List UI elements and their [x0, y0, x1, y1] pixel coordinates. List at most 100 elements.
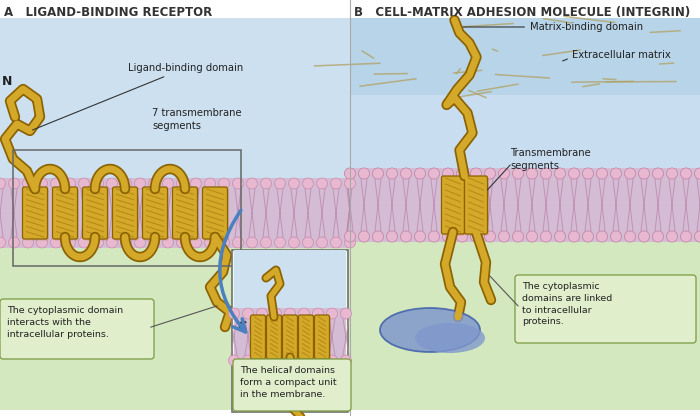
Circle shape: [326, 308, 337, 319]
Circle shape: [50, 237, 62, 248]
Circle shape: [326, 355, 337, 366]
Circle shape: [330, 178, 342, 189]
Circle shape: [176, 178, 188, 189]
Circle shape: [624, 168, 636, 179]
Circle shape: [582, 231, 594, 242]
Circle shape: [148, 237, 160, 248]
Circle shape: [414, 168, 426, 179]
Circle shape: [78, 178, 90, 189]
Text: B   CELL-MATRIX ADHESION MOLECULE (INTEGRIN): B CELL-MATRIX ADHESION MOLECULE (INTEGRI…: [354, 6, 690, 19]
Circle shape: [246, 178, 258, 189]
Ellipse shape: [415, 323, 485, 353]
Circle shape: [134, 237, 146, 248]
FancyBboxPatch shape: [113, 187, 137, 239]
Circle shape: [498, 231, 510, 242]
Circle shape: [512, 168, 524, 179]
FancyBboxPatch shape: [114, 188, 139, 240]
Text: Ligand-binding domain: Ligand-binding domain: [33, 63, 244, 130]
Circle shape: [344, 237, 356, 248]
Circle shape: [694, 168, 700, 179]
Circle shape: [428, 231, 440, 242]
FancyBboxPatch shape: [316, 317, 331, 361]
Circle shape: [498, 231, 510, 242]
Bar: [0, 178, 350, 248]
FancyBboxPatch shape: [84, 188, 109, 240]
FancyBboxPatch shape: [251, 315, 265, 359]
FancyBboxPatch shape: [252, 317, 267, 361]
Circle shape: [652, 168, 664, 179]
Circle shape: [312, 355, 323, 366]
Circle shape: [512, 168, 524, 179]
Bar: [0, 18, 350, 178]
Circle shape: [540, 168, 552, 179]
Circle shape: [270, 308, 281, 319]
Circle shape: [610, 231, 622, 242]
FancyBboxPatch shape: [204, 188, 229, 240]
Circle shape: [0, 237, 6, 248]
Text: N: N: [2, 75, 12, 88]
Circle shape: [312, 308, 323, 319]
Circle shape: [242, 308, 253, 319]
Circle shape: [680, 168, 692, 179]
FancyBboxPatch shape: [267, 315, 281, 359]
FancyBboxPatch shape: [52, 187, 78, 239]
Circle shape: [568, 168, 580, 179]
Text: The helical domains
form a compact unit
in the membrane.: The helical domains form a compact unit …: [240, 366, 337, 399]
Bar: [350, 242, 700, 410]
Circle shape: [512, 231, 524, 242]
FancyBboxPatch shape: [466, 178, 489, 235]
Circle shape: [372, 231, 384, 242]
Circle shape: [298, 355, 309, 366]
Circle shape: [484, 231, 496, 242]
FancyBboxPatch shape: [24, 188, 49, 240]
Circle shape: [162, 237, 174, 248]
Circle shape: [256, 355, 267, 366]
Circle shape: [204, 237, 216, 248]
Circle shape: [242, 355, 253, 366]
Circle shape: [358, 231, 370, 242]
Circle shape: [120, 237, 132, 248]
Circle shape: [568, 168, 580, 179]
Circle shape: [190, 178, 202, 189]
Circle shape: [680, 231, 692, 242]
Circle shape: [498, 168, 510, 179]
Circle shape: [428, 168, 440, 179]
Circle shape: [148, 178, 160, 189]
Bar: [0, 248, 350, 410]
FancyBboxPatch shape: [143, 187, 167, 239]
Circle shape: [92, 237, 104, 248]
Bar: [13, 150, 241, 266]
Circle shape: [582, 168, 594, 179]
Circle shape: [358, 168, 370, 179]
Circle shape: [246, 237, 258, 248]
Circle shape: [484, 168, 496, 179]
Circle shape: [232, 237, 244, 248]
Circle shape: [284, 355, 295, 366]
Circle shape: [330, 237, 342, 248]
Circle shape: [526, 168, 538, 179]
Circle shape: [106, 178, 118, 189]
Text: Extracellular matrix: Extracellular matrix: [572, 50, 671, 60]
Circle shape: [358, 231, 370, 242]
Text: The cytoplasmic
domains are linked
to intracellular
proteins.: The cytoplasmic domains are linked to in…: [522, 282, 612, 327]
FancyBboxPatch shape: [284, 317, 299, 361]
Circle shape: [554, 231, 566, 242]
FancyBboxPatch shape: [283, 315, 298, 359]
Circle shape: [610, 231, 622, 242]
Circle shape: [64, 237, 76, 248]
Circle shape: [64, 178, 76, 189]
FancyBboxPatch shape: [202, 187, 228, 239]
Bar: [350, 168, 700, 242]
Circle shape: [596, 231, 608, 242]
Bar: [234, 250, 346, 308]
FancyBboxPatch shape: [233, 359, 351, 411]
Circle shape: [92, 178, 104, 189]
Circle shape: [344, 231, 356, 242]
Circle shape: [120, 178, 132, 189]
FancyBboxPatch shape: [22, 187, 48, 239]
Circle shape: [652, 231, 664, 242]
Circle shape: [638, 168, 650, 179]
Circle shape: [386, 231, 398, 242]
Circle shape: [340, 308, 351, 319]
Circle shape: [372, 231, 384, 242]
